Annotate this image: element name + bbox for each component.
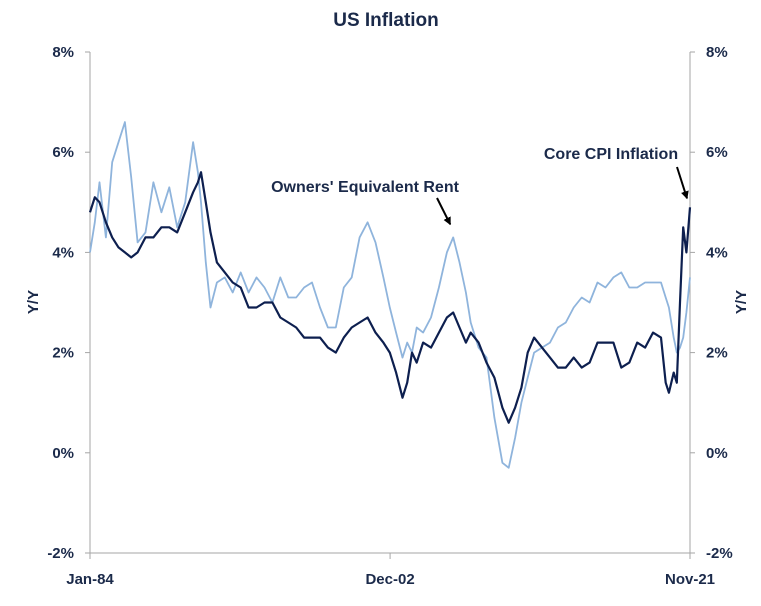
x-tick-label: Dec-02 (365, 571, 414, 588)
x-ticks: Jan-84 Dec-02 Nov-21 (66, 553, 715, 588)
y-axis-label-left: Y/Y (25, 290, 42, 314)
y-tick-label-right: 4% (706, 244, 728, 261)
axes (89, 52, 691, 554)
y-axis-label-right: Y/Y (733, 290, 750, 314)
y-tick-label-left: 6% (52, 144, 74, 161)
y-tick-label-right: -2% (706, 545, 733, 562)
series-line-owners-equivalent-rent (89, 121, 691, 469)
annotation-core-cpi-inflation: Core CPI Inflation (544, 146, 678, 163)
y-tick-label-right: 8% (706, 44, 728, 61)
y-tick-label-left: 2% (52, 345, 74, 362)
annotations: Owners' Equivalent Rent Core CPI Inflatio… (271, 146, 689, 226)
y-tick-label-left: 8% (52, 44, 74, 61)
y-tick-label-left: -2% (47, 545, 74, 562)
y-tick-label-left: 4% (52, 244, 74, 261)
annotation-owners-equivalent-rent: Owners' Equivalent Rent (271, 179, 460, 196)
x-tick-label: Nov-21 (665, 571, 715, 588)
y-tick-label-right: 0% (706, 445, 728, 462)
y-ticks-right: 8% 6% 4% 2% 0% -2% (690, 44, 733, 562)
x-tick-label: Jan-84 (66, 571, 114, 588)
y-tick-label-right: 2% (706, 345, 728, 362)
y-tick-label-right: 6% (706, 144, 728, 161)
series-layer (88, 121, 692, 469)
y-ticks-left: 8% 6% 4% 2% 0% -2% (47, 44, 90, 562)
annotation-arrow-owners-equivalent-rent (436, 197, 452, 226)
annotation-arrow-core-cpi-inflation (676, 166, 689, 200)
series-line-core-cpi-inflation (88, 171, 692, 424)
y-tick-label-left: 0% (52, 445, 74, 462)
chart-title: US Inflation (333, 10, 439, 31)
